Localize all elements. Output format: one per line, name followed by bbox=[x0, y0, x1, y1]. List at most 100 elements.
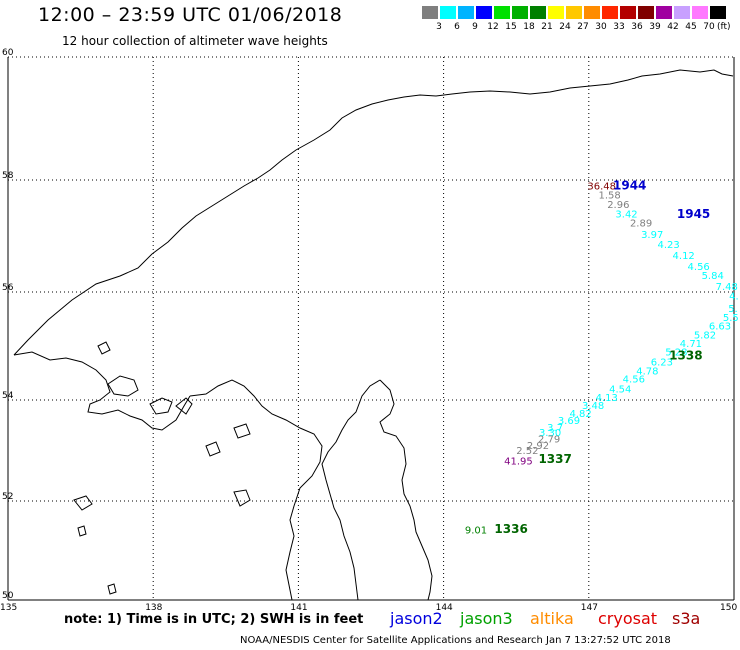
longitude-tick-label: 150 bbox=[720, 603, 737, 613]
wave-height-value: 4.13 bbox=[596, 393, 618, 404]
scale-tick-label: 6 bbox=[454, 22, 460, 32]
wave-height-observations: 36.481.582.963.422.893.974.234.124.565.8… bbox=[465, 182, 739, 537]
latitude-tick-label: 58 bbox=[2, 171, 14, 181]
wave-height-value: 5.28 bbox=[665, 348, 687, 359]
coastline bbox=[13, 69, 734, 601]
scale-swatch bbox=[512, 6, 528, 19]
wave-height-value: 7.48 bbox=[716, 282, 738, 293]
wave-height-value: 36.48 bbox=[587, 182, 616, 193]
satellite-legend-item: altika bbox=[530, 609, 574, 628]
longitude-tick-label: 147 bbox=[581, 603, 598, 613]
wave-height-value: 2.92 bbox=[527, 441, 549, 452]
scale-swatch bbox=[548, 6, 564, 19]
wave-height-value: 2.79 bbox=[538, 434, 560, 445]
wave-height-value: 3.30 bbox=[539, 428, 561, 439]
wave-height-value: 3.7 bbox=[547, 423, 563, 434]
longitude-tick-label: 144 bbox=[436, 603, 453, 613]
pass-number-label: 1945 bbox=[677, 207, 710, 221]
scale-swatch bbox=[674, 6, 690, 19]
latitude-tick-label: 50 bbox=[2, 591, 14, 601]
scale-tick-label: 21 bbox=[541, 22, 553, 32]
scale-tick-label: 3 bbox=[436, 22, 442, 32]
pass-number-label: 1336 bbox=[494, 522, 527, 536]
scale-swatch bbox=[440, 6, 456, 19]
wave-height-value: 4. bbox=[729, 292, 739, 303]
lat-lon-grid bbox=[7, 56, 735, 601]
wave-height-value: 2.52 bbox=[516, 446, 538, 457]
scale-tick-label: 39 bbox=[649, 22, 661, 32]
wave-height-value: 6.63 bbox=[709, 321, 731, 332]
footer-credit: NOAA/NESDIS Center for Satellite Applica… bbox=[240, 635, 671, 646]
pass-number-label: 1338 bbox=[669, 349, 702, 363]
wave-height-value: 3.48 bbox=[582, 401, 604, 412]
wave-height-value: 5. bbox=[728, 304, 738, 315]
scale-swatch bbox=[458, 6, 474, 19]
satellite-legend-item: cryosat bbox=[598, 609, 658, 628]
scale-swatch bbox=[602, 6, 618, 19]
wave-height-value: 4.82 bbox=[569, 409, 591, 420]
longitude-tick-label: 135 bbox=[0, 603, 17, 613]
scale-tick-label: 36 bbox=[631, 22, 643, 32]
wave-height-value: 5.84 bbox=[702, 271, 724, 282]
scale-swatch bbox=[494, 6, 510, 19]
footer-note: note: 1) Time is in UTC; 2) SWH is in fe… bbox=[64, 612, 364, 627]
wave-height-value: 4.78 bbox=[636, 367, 658, 378]
longitude-tick-label: 141 bbox=[290, 603, 307, 613]
scale-swatch bbox=[566, 6, 582, 19]
scale-swatch bbox=[584, 6, 600, 19]
wave-height-value: 4.56 bbox=[688, 262, 710, 273]
scale-tick-label: 24 bbox=[559, 22, 571, 32]
pass-number-label: 1337 bbox=[538, 452, 571, 466]
map-title: 12:00 – 23:59 UTC 01/06/2018 bbox=[38, 4, 343, 26]
satellite-legend-item: jason3 bbox=[460, 609, 513, 628]
scale-tick-label: 27 bbox=[577, 22, 589, 32]
wave-height-value: 4.12 bbox=[673, 251, 695, 262]
latitude-tick-label: 52 bbox=[2, 492, 13, 502]
satellite-legend-item: jason2 bbox=[390, 609, 443, 628]
wave-height-value: 4.56 bbox=[623, 375, 645, 386]
scale-unit-label: (ft) bbox=[717, 22, 731, 32]
satellite-legend-item: s3a bbox=[672, 609, 701, 628]
pass-number-label: 1944 bbox=[613, 179, 646, 193]
scale-tick-label: 15 bbox=[505, 22, 517, 32]
pass-labels: 1944 1945 1338 1337 1336 bbox=[494, 179, 710, 537]
scale-swatch bbox=[710, 6, 726, 19]
scale-tick-label: 18 bbox=[523, 22, 535, 32]
wave-height-value: 4.71 bbox=[680, 339, 702, 350]
axis-tick-labels: 60 58 56 54 52 50 135 138 141 144 147 150 bbox=[0, 48, 737, 613]
scale-swatch bbox=[656, 6, 672, 19]
longitude-tick-label: 138 bbox=[145, 603, 162, 613]
scale-tick-label: 12 bbox=[487, 22, 499, 32]
wave-height-value: 5.5 bbox=[723, 313, 739, 324]
wave-height-value: 6.23 bbox=[651, 357, 673, 368]
scale-swatch bbox=[476, 6, 492, 19]
wave-height-value: 2.89 bbox=[630, 218, 652, 229]
scale-swatch bbox=[530, 6, 546, 19]
wave-height-value: 4.54 bbox=[609, 384, 631, 395]
map-subtitle: 12 hour collection of altimeter wave hei… bbox=[62, 34, 328, 48]
scale-swatch bbox=[620, 6, 636, 19]
scale-tick-label: 70 bbox=[703, 22, 715, 32]
latitude-tick-label: 60 bbox=[2, 48, 14, 58]
wave-height-value: 4.23 bbox=[658, 240, 680, 251]
wave-height-value: 1.58 bbox=[598, 190, 620, 201]
scale-tick-label: 45 bbox=[685, 22, 697, 32]
wave-height-value: 9.01 bbox=[465, 526, 487, 537]
wave-height-value: 3.97 bbox=[641, 230, 663, 241]
scale-tick-label: 30 bbox=[595, 22, 607, 32]
scale-swatch bbox=[422, 6, 438, 19]
wave-height-value: 5.82 bbox=[694, 330, 716, 341]
wave-height-value: 3.42 bbox=[615, 210, 637, 221]
scale-swatch bbox=[692, 6, 708, 19]
scale-tick-label: 42 bbox=[667, 22, 679, 32]
scale-swatch bbox=[638, 6, 654, 19]
latitude-tick-label: 56 bbox=[2, 283, 14, 293]
scale-tick-label: 9 bbox=[472, 22, 478, 32]
wave-height-value: 41.95 bbox=[504, 457, 533, 468]
wave-height-value: 3.69 bbox=[558, 416, 580, 427]
wave-height-value: 2.96 bbox=[607, 200, 629, 211]
latitude-tick-label: 54 bbox=[2, 391, 14, 401]
scale-tick-label: 33 bbox=[613, 22, 625, 32]
